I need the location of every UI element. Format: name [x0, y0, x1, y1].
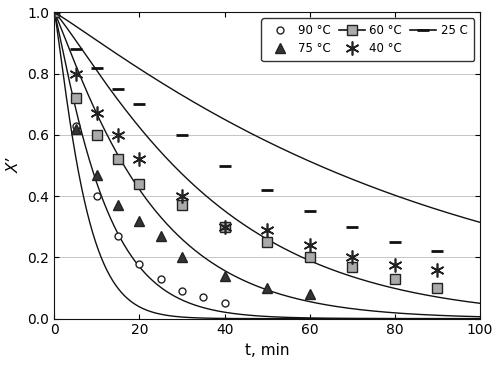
- Legend: 90 °C, 75 °C, 60 °C, 40 °C, 25 C: 90 °C, 75 °C, 60 °C, 40 °C, 25 C: [261, 18, 474, 61]
- X-axis label: t, min: t, min: [245, 343, 290, 358]
- Y-axis label: X’: X’: [7, 158, 22, 173]
